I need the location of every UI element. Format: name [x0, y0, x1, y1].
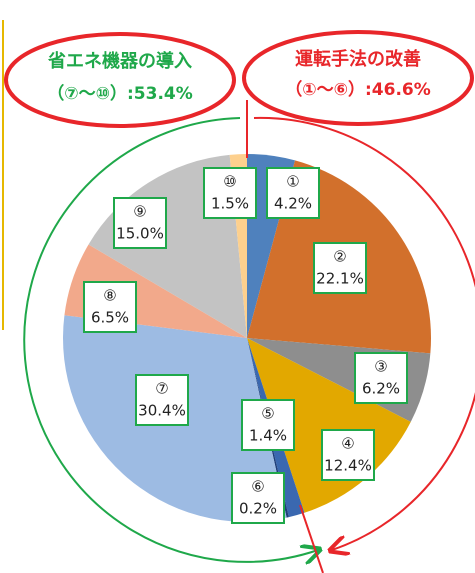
- label-box: [231, 472, 285, 524]
- green-arrow: [23, 117, 318, 562]
- divider-bottom: [299, 504, 324, 573]
- label-box: [266, 167, 320, 219]
- label-box: [313, 242, 367, 294]
- value-label: 1.5%: [211, 195, 249, 213]
- value-label: 22.1%: [316, 270, 364, 288]
- label-box: [203, 167, 257, 219]
- value-label: 0.2%: [239, 500, 277, 518]
- label-box: [354, 352, 408, 404]
- annotation-ellipse: [242, 30, 474, 126]
- label-box: [83, 281, 137, 333]
- annotation-ellipse: [4, 32, 236, 128]
- value-label: 15.0%: [116, 225, 164, 243]
- category-label: ③: [374, 358, 387, 376]
- value-label: 30.4%: [138, 402, 186, 420]
- label-box: [113, 197, 167, 249]
- labels: ① 4.2% ② 22.1% ③ 6.2% ④ 12.4% ⑤ 1.4% ⑥ 0.2% ⑦ 30.4% ⑧ 6…: [83, 167, 408, 524]
- annotation-title: 省エネ機器の導入: [47, 50, 192, 72]
- annotation-text: （①～⑥）:46.6%: [285, 79, 431, 100]
- value-label: 6.5%: [91, 309, 129, 327]
- category-label: ④: [341, 435, 354, 453]
- value-label: 4.2%: [274, 195, 312, 213]
- value-label: 1.4%: [249, 427, 287, 445]
- annotation-text: （⑦～⑩）:53.4%: [47, 83, 193, 104]
- annotation-title: 運転手法の改善: [295, 48, 421, 70]
- value-label: 12.4%: [324, 457, 372, 475]
- label-box: [321, 429, 375, 481]
- value-label: 6.2%: [362, 380, 400, 398]
- category-label: ⑨: [133, 203, 146, 221]
- label-box: [135, 374, 189, 426]
- category-label: ⑥: [251, 478, 264, 496]
- category-label: ②: [333, 248, 346, 266]
- label-box: [241, 399, 295, 451]
- red-arrow: [253, 116, 475, 550]
- category-label: ⑦: [155, 380, 168, 398]
- category-label: ⑧: [103, 287, 116, 305]
- category-label: ⑤: [261, 405, 274, 423]
- category-label: ⑩: [223, 173, 236, 191]
- category-label: ①: [286, 173, 299, 191]
